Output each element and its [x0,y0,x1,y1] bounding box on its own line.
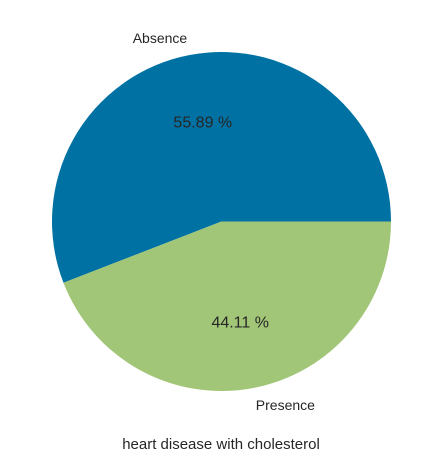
x-axis-label: heart disease with cholesterol [122,436,320,453]
pie-slice-absence [51,51,391,283]
pct-label-presence: 44.11 % [211,314,269,331]
pie-slice-presence [63,221,391,391]
slice-label-absence: Absence [133,30,188,46]
pct-label-absence: 55.89 % [173,115,232,132]
pie-labels: Absence 55.89 % Presence 44.11 % [133,30,315,413]
slice-label-presence: Presence [256,397,315,413]
pie-slices [51,51,391,391]
